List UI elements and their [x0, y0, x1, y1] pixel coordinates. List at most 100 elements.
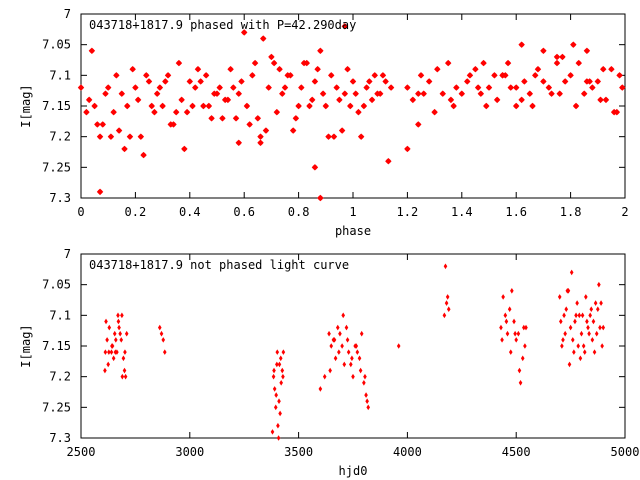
unphased-ticks: 2500 3000 3500 4000 4500 5000 7 7.05 7.1 7.15 7.2 7… — [42, 247, 639, 459]
unphased-data-point — [577, 312, 582, 319]
unphased-data-point — [271, 373, 276, 380]
phased-data-point — [178, 96, 185, 104]
unphased-data-point — [600, 343, 604, 349]
phased-data-point — [192, 84, 199, 91]
phased-data-point — [572, 102, 580, 110]
unphased-data-point — [119, 337, 124, 343]
phased-data-point — [295, 102, 302, 110]
phased-data-point — [257, 133, 264, 140]
phased-data-point — [292, 115, 300, 122]
phased-data-point — [311, 164, 319, 171]
unphased-data-point — [328, 367, 332, 374]
phased-panel: 0 0.2 0.4 0.6 0.8 1 1.2 1.4 1.6 1.8 2 7 7.05 7.1 7.15 7… — [19, 7, 629, 238]
phased-data-point — [553, 59, 561, 67]
phased-data-point — [211, 90, 218, 97]
unphased-data-point — [276, 435, 281, 441]
phased-data-point — [491, 72, 498, 79]
phased-data-point — [548, 90, 555, 97]
phased-data-point — [583, 78, 591, 85]
unphased-x-tick-label: 5000 — [611, 445, 640, 459]
unphased-data-point — [560, 343, 564, 349]
phased-data-point — [262, 127, 270, 134]
phased-data-point — [186, 78, 193, 85]
unphased-x-tick-label: 4500 — [502, 445, 531, 459]
unphased-data-point — [522, 324, 526, 331]
phased-data-point — [96, 133, 104, 140]
phased-data-point — [129, 66, 136, 73]
phased-data-point — [363, 84, 370, 91]
phased-data-point — [532, 72, 539, 79]
phased-data-point — [583, 47, 591, 54]
unphased-data-point — [570, 337, 575, 343]
unphased-data-point — [274, 392, 278, 398]
phased-data-point — [83, 108, 90, 116]
phased-x-label: phase — [335, 224, 371, 238]
unphased-data-point — [591, 318, 596, 325]
phased-data-point — [77, 84, 85, 91]
phased-data-point — [205, 102, 213, 110]
phased-data-point — [235, 90, 242, 97]
phased-data-point — [425, 78, 433, 85]
phased-data-point — [341, 23, 349, 30]
phased-data-point — [483, 102, 490, 110]
phased-data-point — [148, 102, 155, 110]
unphased-x-tick-label: 2500 — [67, 445, 96, 459]
unphased-data-point — [273, 404, 278, 411]
unphased-data-point — [587, 330, 591, 337]
unphased-data-point — [505, 330, 510, 337]
unphased-data-point — [338, 330, 342, 337]
phased-data-point — [183, 108, 191, 116]
unphased-data-point — [575, 300, 579, 306]
phased-data-point — [85, 96, 93, 104]
unphased-data-point — [340, 343, 344, 349]
phased-x-tick-label: 0.2 — [125, 205, 147, 219]
phased-data-point — [570, 41, 577, 48]
unphased-data-point — [559, 318, 563, 325]
unphased-y-tick-label: 7 — [64, 247, 71, 261]
phased-data-point — [197, 78, 204, 85]
phased-x-tick-label: 0 — [77, 205, 84, 219]
phased-data-point — [420, 90, 427, 97]
phased-data-point — [336, 96, 343, 104]
unphased-data-point — [107, 324, 112, 331]
phased-data-point — [145, 78, 153, 85]
unphased-data-point — [574, 312, 578, 319]
phased-data-point — [474, 84, 482, 91]
unphased-data-point — [517, 367, 522, 374]
phased-data-point — [379, 72, 387, 79]
phased-data-point — [417, 72, 425, 79]
phased-data-point — [338, 127, 346, 134]
unphased-data-point — [523, 343, 527, 349]
unphased-data-point — [105, 337, 109, 343]
unphased-data-point — [520, 355, 525, 362]
phased-data-point — [450, 102, 457, 110]
phased-data-point — [319, 90, 327, 97]
phased-data-point — [385, 158, 392, 165]
phased-data-point — [608, 66, 615, 73]
unphased-data-point — [596, 306, 600, 312]
phased-data-point — [526, 90, 533, 97]
unphased-data-point — [500, 337, 504, 343]
phased-data-point — [600, 66, 607, 73]
phased-x-tick-label: 0.8 — [288, 205, 310, 219]
phased-x-tick-label: 1.4 — [451, 205, 473, 219]
phased-y-tick-label: 7.25 — [42, 160, 71, 174]
unphased-data-point — [499, 324, 503, 331]
phased-data-point — [382, 78, 389, 85]
unphased-data-point — [557, 294, 562, 300]
unphased-x-tick-label: 3500 — [284, 445, 313, 459]
unphased-data-point — [354, 343, 359, 349]
phased-y-tick-label: 7.1 — [49, 68, 71, 82]
phased-data-point — [173, 108, 180, 116]
phased-data-point — [581, 90, 588, 97]
unphased-data-point — [123, 349, 127, 355]
phased-data-point — [357, 133, 365, 140]
phased-data-point — [162, 78, 169, 85]
phased-data-point — [167, 121, 174, 128]
phased-data-point — [115, 127, 123, 134]
phased-data-point — [306, 102, 313, 110]
phased-data-point — [387, 84, 395, 91]
phased-data-point — [602, 96, 610, 104]
unphased-data-point — [112, 330, 117, 337]
unphased-title: 043718+1817.9 not phased light curve — [89, 258, 349, 272]
